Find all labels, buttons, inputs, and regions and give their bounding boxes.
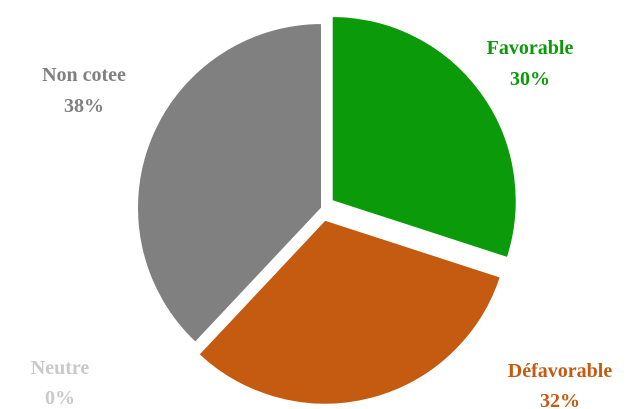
label-non-cotee: Non cotee (42, 64, 126, 86)
value-neutre: 0% (45, 387, 75, 409)
label-defavorable: Défavorable (508, 360, 613, 382)
label-favorable: Favorable (487, 37, 574, 59)
pie-slice-favorable (330, 14, 518, 260)
value-defavorable: 32% (540, 390, 580, 409)
pie-slices (136, 14, 518, 406)
value-favorable: 30% (510, 68, 550, 90)
pie-slice-defavorable (196, 218, 503, 406)
value-non-cotee: 38% (64, 95, 104, 117)
label-neutre: Neutre (31, 357, 90, 379)
pie-slice-non-cotee (136, 21, 323, 345)
